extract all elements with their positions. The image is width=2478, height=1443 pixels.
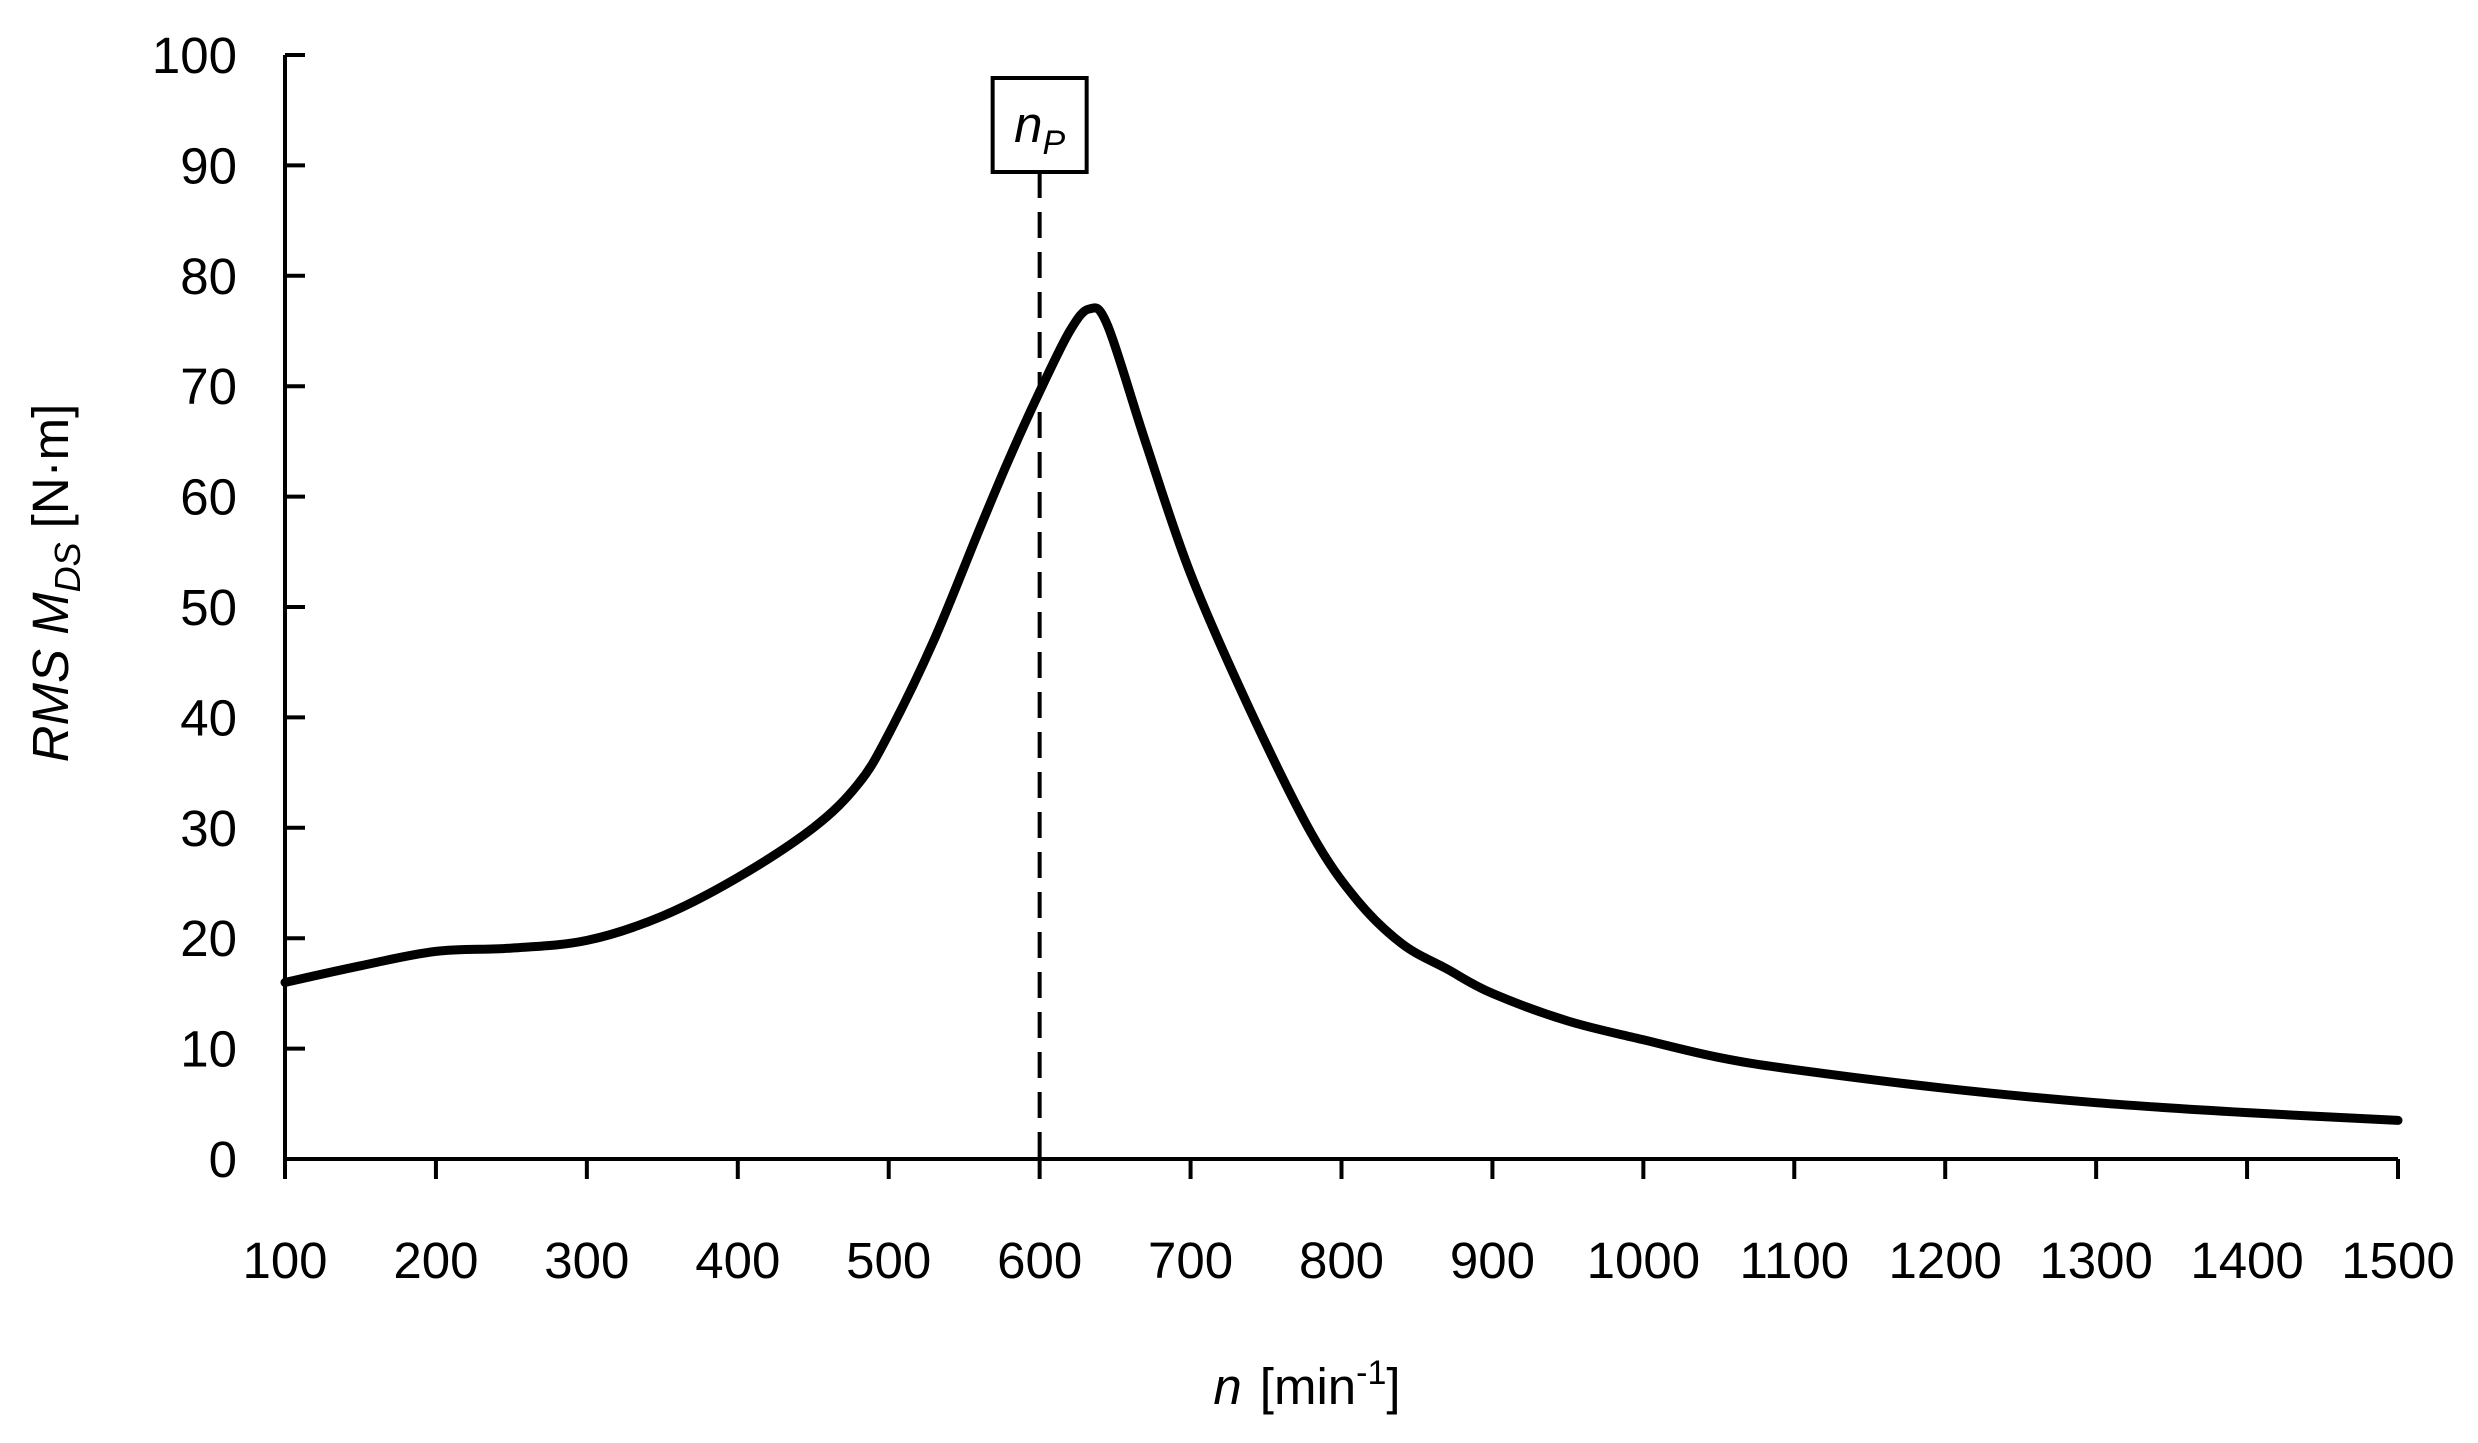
x-tick-label: 1000: [1587, 1232, 1700, 1289]
x-tick-label: 100: [242, 1232, 327, 1289]
x-tick-label: 600: [997, 1232, 1082, 1289]
x-tick-label: 1500: [2341, 1232, 2454, 1289]
x-axis-title: n [min-1]: [1213, 1354, 1400, 1415]
ticks: 0 10 20 30 40 50 60 70 80 90 100 100 200 300 400 500 600…: [152, 27, 2455, 1289]
y-tick-label: 90: [180, 137, 237, 194]
y-tick-label: 100: [152, 27, 237, 84]
series-layer: [280, 303, 2403, 1125]
y-tick-label: 40: [180, 689, 237, 746]
x-tick-label: 1300: [2039, 1232, 2152, 1289]
x-tick-label: 200: [393, 1232, 478, 1289]
x-tick-label: 300: [544, 1232, 629, 1289]
y-axis-title: RMS MDS[N·m]: [22, 404, 88, 763]
annotation-box: [990, 76, 1089, 174]
series-line: [280, 303, 2403, 1125]
x-tick-label: 1200: [1888, 1232, 2001, 1289]
axes: [283, 55, 2398, 1161]
y-tick-label: 60: [180, 469, 237, 526]
x-tick-label: 1400: [2190, 1232, 2303, 1289]
y-tick-label: 70: [180, 358, 237, 415]
y-tick-label: 20: [180, 910, 237, 967]
y-tick-label: 50: [180, 579, 237, 636]
y-tick-label: 80: [180, 248, 237, 305]
annotation-label: nP: [1014, 96, 1065, 162]
x-tick-label: 1100: [1739, 1232, 1849, 1289]
x-tick-label: 900: [1450, 1232, 1535, 1289]
x-tick-label: 500: [846, 1232, 931, 1289]
annotation: nP: [990, 76, 1089, 1159]
y-tick-label: 10: [180, 1021, 237, 1078]
x-tick-label: 800: [1299, 1232, 1384, 1289]
y-tick-label: 30: [180, 800, 237, 857]
x-tick-label: 400: [695, 1232, 780, 1289]
y-tick-label: 0: [209, 1131, 237, 1188]
x-tick-label: 700: [1148, 1232, 1233, 1289]
